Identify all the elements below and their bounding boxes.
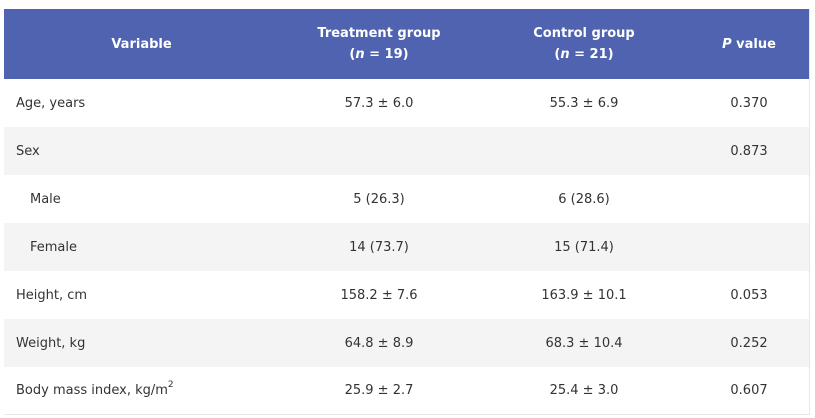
- header-p-rest: value: [731, 36, 776, 52]
- header-control-n: (n = 21): [479, 44, 689, 65]
- table-row: Age, years 57.3 ± 6.0 55.3 ± 6.9 0.370: [4, 79, 809, 127]
- cell-treatment: 14 (73.7): [279, 223, 479, 271]
- cell-variable-superscript: 2: [167, 380, 174, 391]
- header-treatment-n-rest: = 19): [364, 47, 409, 62]
- cell-p-value: 0.607: [689, 367, 809, 413]
- header-treatment-n: (n = 19): [279, 44, 479, 65]
- cell-treatment: [279, 127, 479, 175]
- cell-p-value: [689, 223, 809, 271]
- table-row: Body mass index, kg/m2 25.9 ± 2.7 25.4 ±…: [4, 367, 809, 413]
- cell-treatment: 64.8 ± 8.9: [279, 319, 479, 367]
- header-treatment-title: Treatment group: [317, 26, 441, 41]
- header-p-value: P value: [689, 9, 809, 79]
- table-body: Age, years 57.3 ± 6.0 55.3 ± 6.9 0.370 S…: [4, 79, 809, 413]
- cell-control: 25.4 ± 3.0: [479, 367, 689, 413]
- baseline-characteristics-table-container: Variable Treatment group (n = 19) Contro…: [4, 9, 810, 415]
- cell-control: 15 (71.4): [479, 223, 689, 271]
- cell-variable: Sex: [4, 127, 279, 175]
- cell-variable: Male: [4, 175, 279, 223]
- header-control-group: Control group (n = 21): [479, 9, 689, 79]
- cell-control: 163.9 ± 10.1: [479, 271, 689, 319]
- header-row: Variable Treatment group (n = 19) Contro…: [4, 9, 809, 79]
- cell-variable-text: Body mass index, kg/m: [16, 382, 168, 398]
- baseline-characteristics-table: Variable Treatment group (n = 19) Contro…: [4, 9, 809, 413]
- cell-treatment: 5 (26.3): [279, 175, 479, 223]
- cell-treatment: 25.9 ± 2.7: [279, 367, 479, 413]
- cell-variable: Weight, kg: [4, 319, 279, 367]
- cell-control: 6 (28.6): [479, 175, 689, 223]
- header-control-open-paren: (: [554, 47, 561, 62]
- table-row: Female 14 (73.7) 15 (71.4): [4, 223, 809, 271]
- header-treatment-group: Treatment group (n = 19): [279, 9, 479, 79]
- header-control-title: Control group: [533, 26, 635, 41]
- cell-control: 68.3 ± 10.4: [479, 319, 689, 367]
- header-treatment-open-paren: (: [349, 47, 356, 62]
- table-row: Sex 0.873: [4, 127, 809, 175]
- cell-p-value: 0.252: [689, 319, 809, 367]
- header-variable-label: Variable: [111, 36, 172, 52]
- cell-treatment: 57.3 ± 6.0: [279, 79, 479, 127]
- cell-p-value: [689, 175, 809, 223]
- cell-variable: Female: [4, 223, 279, 271]
- cell-control: [479, 127, 689, 175]
- table-header: Variable Treatment group (n = 19) Contro…: [4, 9, 809, 79]
- header-control-n-rest: = 21): [569, 47, 614, 62]
- header-treatment-n-var: n: [355, 47, 365, 62]
- header-p-italic: P: [722, 36, 732, 52]
- cell-p-value: 0.053: [689, 271, 809, 319]
- header-control-n-var: n: [560, 47, 570, 62]
- table-row: Weight, kg 64.8 ± 8.9 68.3 ± 10.4 0.252: [4, 319, 809, 367]
- cell-variable: Body mass index, kg/m2: [4, 367, 279, 413]
- cell-variable: Height, cm: [4, 271, 279, 319]
- cell-p-value: 0.370: [689, 79, 809, 127]
- cell-treatment: 158.2 ± 7.6: [279, 271, 479, 319]
- header-variable: Variable: [4, 9, 279, 79]
- cell-p-value: 0.873: [689, 127, 809, 175]
- table-row: Male 5 (26.3) 6 (28.6): [4, 175, 809, 223]
- cell-variable: Age, years: [4, 79, 279, 127]
- table-row: Height, cm 158.2 ± 7.6 163.9 ± 10.1 0.05…: [4, 271, 809, 319]
- cell-control: 55.3 ± 6.9: [479, 79, 689, 127]
